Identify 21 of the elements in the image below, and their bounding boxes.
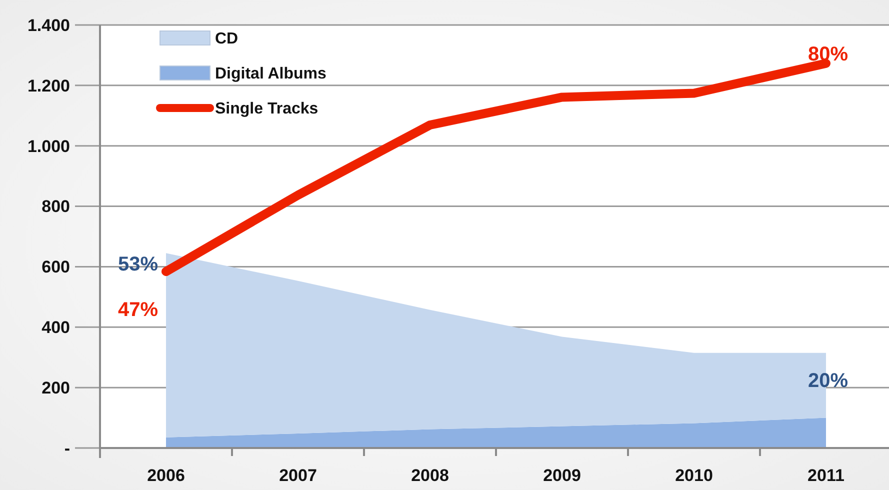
x-tick-label: 2009	[543, 466, 581, 485]
y-tick-label: 1.000	[27, 136, 70, 156]
y-tick-label: 800	[42, 197, 70, 216]
y-tick-label: 600	[42, 258, 70, 277]
x-tick-label: 2006	[147, 466, 185, 485]
y-tick-label: 400	[42, 318, 70, 338]
y-tick-label: 1.200	[27, 76, 70, 96]
y-tick-label: 1.400	[27, 16, 70, 35]
x-tick-label: 2010	[675, 466, 713, 485]
x-tick-label: 2008	[411, 466, 449, 485]
annotation: 53%	[118, 254, 158, 276]
x-tick-label: 2011	[808, 466, 844, 485]
y-tick-label: -	[64, 438, 70, 458]
annotation: 80%	[808, 44, 848, 66]
legend-label: Digital Albums	[215, 66, 327, 83]
legend-label: CD	[215, 30, 238, 48]
legend-label: Single Tracks	[215, 100, 318, 118]
annotation: 47%	[118, 299, 158, 322]
annotation: 20%	[808, 370, 848, 392]
y-tick-label: 200	[42, 378, 70, 398]
x-tick-label: 2007	[279, 466, 317, 485]
